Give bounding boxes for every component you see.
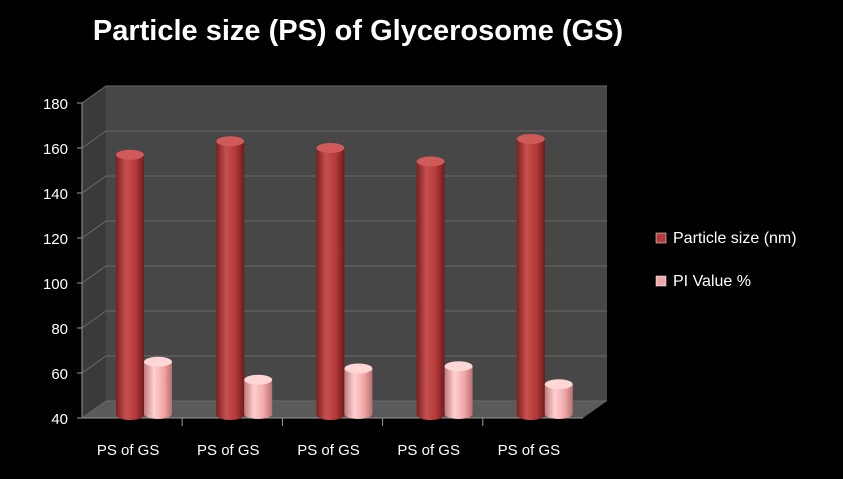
gridline [81, 130, 607, 149]
y-tick-label: 180 [43, 96, 68, 113]
y-axis-ticks: 40 60 80 100 120 140 160 180 [43, 96, 68, 428]
chart-title: Particle size (PS) of Glycerosome (GS) [93, 15, 623, 47]
legend-label: Particle size (nm) [673, 230, 797, 247]
legend-label: PI Value % [673, 273, 751, 290]
bar-cap [516, 134, 545, 144]
bar-particle-size [216, 136, 245, 420]
bar-particle-size [116, 149, 144, 420]
y-tick-label: 60 [51, 366, 68, 383]
bar-body [344, 368, 373, 419]
bar-body [316, 148, 345, 420]
bar-body [416, 161, 445, 420]
bar-pi-value [444, 361, 473, 419]
bar-cap [444, 361, 473, 372]
y-tick-label: 140 [43, 186, 68, 203]
side-wall [82, 86, 106, 418]
bar-body [444, 366, 473, 419]
bar-cap [244, 374, 273, 385]
bar-cap [216, 136, 245, 147]
gridline [81, 85, 607, 104]
x-tick-label: PS of GS [297, 442, 360, 459]
x-tick-label: PS of GS [197, 442, 260, 459]
bar-cap [344, 363, 373, 374]
bar-pi-value [244, 374, 273, 419]
bars [116, 134, 573, 420]
x-tick-label: PS of GS [397, 442, 460, 459]
bar-cap [116, 149, 144, 160]
bar-particle-size [516, 134, 545, 420]
y-tick-label: 80 [51, 321, 68, 338]
y-tick-label: 160 [43, 141, 68, 158]
bar-cap [316, 143, 345, 153]
bar-body [516, 139, 545, 420]
bar-cap [144, 356, 172, 367]
bar-body [544, 384, 573, 419]
bar-body [216, 141, 245, 420]
legend-swatch [655, 232, 667, 244]
x-tick-label: PS of GS [498, 442, 561, 459]
y-tick-label: 120 [43, 231, 68, 248]
bar-particle-size [416, 156, 445, 420]
bar-cap [544, 379, 573, 390]
y-tick-label: 100 [43, 276, 68, 293]
bar-pi-value [544, 379, 573, 419]
bar-body [144, 361, 172, 419]
bar-pi-value [344, 363, 373, 419]
legend-swatch [655, 275, 667, 287]
bar-cap [416, 156, 445, 167]
bar-pi-value [144, 356, 172, 419]
bar-body [116, 154, 144, 420]
bar-particle-size [316, 143, 345, 420]
x-axis-ticks: PS of GS PS of GS PS of GS PS of GS PS of GS [97, 418, 560, 459]
bar-body [244, 379, 273, 419]
legend: Particle size (nm) PI Value % [655, 230, 797, 290]
y-tick-label: 40 [51, 411, 68, 428]
x-tick-label: PS of GS [97, 442, 160, 459]
